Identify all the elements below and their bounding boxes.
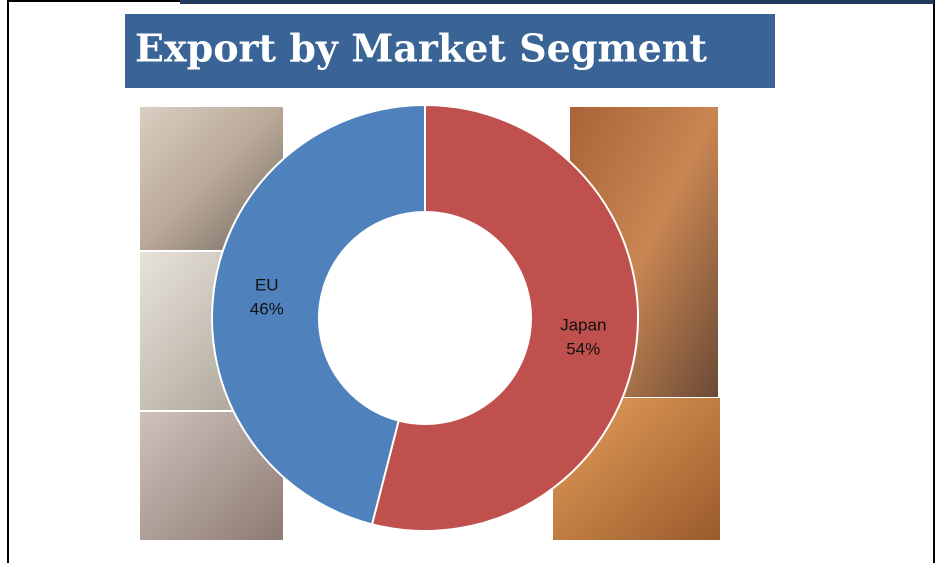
slide: Export by Market Segment Japan 54% EU 46% <box>0 0 942 563</box>
top-bar <box>180 0 934 4</box>
slice-value-label: 46% <box>250 299 284 318</box>
slice-value-label: 54% <box>566 339 600 358</box>
slice-category-label: Japan <box>560 315 606 334</box>
chart-title: Export by Market Segment <box>135 26 707 71</box>
slice-category-label: EU <box>255 275 279 294</box>
